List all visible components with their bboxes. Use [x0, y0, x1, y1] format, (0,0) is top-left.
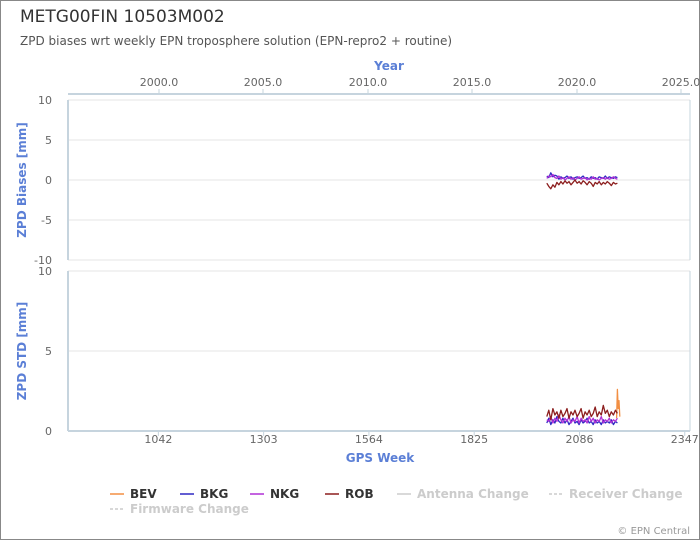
legend-item-firmware-change: Firmware Change: [110, 502, 249, 516]
legend-item-rob: ROB: [325, 487, 374, 501]
y-tick-label: -10: [34, 254, 52, 267]
top-axis: Year 2000.0 2005.0 2010.0 2015.0 2020.0 2025.…: [68, 59, 700, 95]
legend: BEV BKG NKG ROB Antenna Change Receiver Chang…: [110, 487, 683, 516]
legend-item-nkg: NKG: [250, 487, 299, 501]
panel-2: 10 5 0 ZPD STD [mm]: [15, 265, 691, 438]
y-tick-label: 5: [45, 134, 52, 147]
top-axis-tick-label: 2005.0: [244, 76, 283, 89]
top-axis-title: Year: [373, 59, 404, 73]
legend-label: BEV: [130, 487, 157, 501]
y-axis-title: ZPD STD [mm]: [15, 302, 29, 401]
x-tick-label: 2347: [671, 433, 699, 446]
x-tick-label: 1042: [144, 433, 172, 446]
series-line-bkg: [546, 172, 618, 180]
x-tick-label: 1825: [460, 433, 488, 446]
top-axis-tick-label: 2025.0: [662, 76, 700, 89]
chart-panels: 10 5 0 -5 -10 ZPD Biases [mm] 10 5 0 ZPD STD [mm]: [15, 94, 691, 438]
bottom-axis: GPS Week 1042 1303 1564 1825 2086 2347: [68, 430, 699, 465]
legend-label: ROB: [345, 487, 374, 501]
y-tick-label: 10: [38, 94, 52, 107]
y-tick-label: 0: [45, 425, 52, 438]
y-tick-label: 0: [45, 174, 52, 187]
legend-label: Antenna Change: [417, 487, 529, 501]
legend-item-bkg: BKG: [180, 487, 228, 501]
panel-1: 10 5 0 -5 -10 ZPD Biases [mm]: [15, 94, 691, 267]
legend-item-bev: BEV: [110, 487, 157, 501]
y-tick-label: 5: [45, 345, 52, 358]
y-tick-label: 10: [38, 265, 52, 278]
x-tick-label: 2086: [565, 433, 593, 446]
y-tick-label: -5: [41, 214, 52, 227]
legend-label: Firmware Change: [130, 502, 249, 516]
top-axis-tick-label: 2020.0: [558, 76, 597, 89]
chart-title: METG00FIN 10503M002: [20, 7, 225, 27]
legend-label: Receiver Change: [569, 487, 683, 501]
x-tick-label: 1303: [250, 433, 278, 446]
series-line-rob: [546, 179, 618, 190]
top-axis-tick-label: 2015.0: [453, 76, 492, 89]
legend-label: NKG: [270, 487, 299, 501]
x-axis-title: GPS Week: [346, 451, 416, 465]
legend-label: BKG: [200, 487, 228, 501]
y-axis-title: ZPD Biases [mm]: [15, 122, 29, 238]
legend-item-receiver-change: Receiver Change: [549, 487, 683, 501]
top-axis-tick-label: 2000.0: [140, 76, 179, 89]
credits: © EPN Central: [617, 526, 690, 537]
chart-subtitle: ZPD biases wrt weekly EPN troposphere so…: [20, 34, 453, 48]
series-line-bev: [615, 388, 621, 419]
top-axis-tick-label: 2010.0: [349, 76, 388, 89]
legend-item-antenna-change: Antenna Change: [397, 487, 529, 501]
x-tick-label: 1564: [355, 433, 383, 446]
series-line-bkg: [546, 415, 618, 426]
series-line-rob: [546, 404, 618, 421]
series-line-nkg: [546, 173, 618, 181]
